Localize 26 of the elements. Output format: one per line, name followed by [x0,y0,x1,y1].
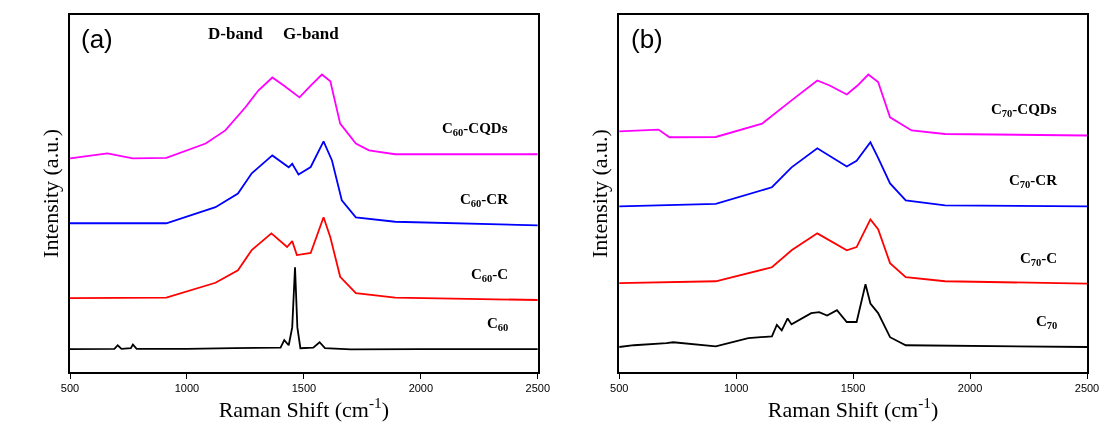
series-label: C$_{60}$ [487,315,509,334]
x-tick-label: 1000 [723,381,749,394]
y-axis-title: Intensity (a.u.) [37,129,63,258]
x-tick-label: 1000 [174,381,200,394]
text: (a) [81,24,113,54]
x-tick-label: 1500 [840,381,866,394]
text: D-band [208,24,264,43]
x-tick-label: 2000 [408,381,434,394]
series-label: C$_{70}$-C [1020,250,1058,269]
series-label: C$_{70}$-CR [1009,172,1058,191]
x-tick-label: 500 [610,381,629,394]
x-tick-label: 500 [60,381,80,394]
series-label: C$_{70}$ [1036,313,1058,332]
x-axis-title: Raman Shift (cm$^{-1}$) [218,393,390,423]
series-label: C$_{60}$-C [471,266,509,285]
text: (b) [631,24,663,54]
x-tick-label: 1500 [291,381,317,394]
y-axis-title: Intensity (a.u.) [586,129,612,258]
x-axis-title: Raman Shift (cm$^{-1}$) [767,393,939,423]
text: G-band [283,24,340,43]
x-tick-label: 2500 [525,381,551,394]
x-tick-label: 2000 [957,381,983,394]
series-label: C$_{70}$-CQDs [991,101,1057,120]
series-label: C$_{60}$-CQDs [442,120,508,139]
x-tick-label: 2500 [1074,381,1100,394]
series-label: C$_{60}$-CR [460,191,509,210]
